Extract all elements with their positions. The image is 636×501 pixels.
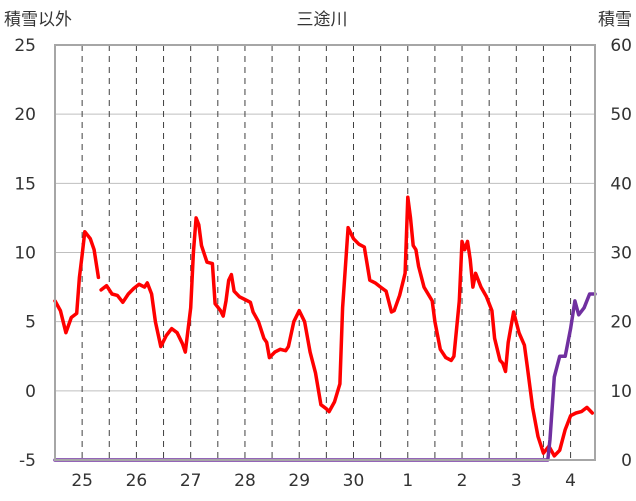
right-tick-label: 50 [610,105,632,125]
plot-lines [53,195,597,462]
x-tick-label: 29 [288,471,310,491]
left-tick-label: 5 [25,313,36,333]
left-tick-label: 25 [14,36,36,56]
series-line-snow [53,292,597,462]
x-tick-label: 2 [457,471,468,491]
right-tick-label: 0 [621,451,632,471]
series-line-temp [53,229,101,335]
x-tick-label: 26 [126,471,148,491]
right-tick-label: 60 [610,36,632,56]
x-tick-label: 4 [565,471,576,491]
x-tick-label: 1 [402,471,413,491]
series-line-temp [99,195,595,458]
left-tick-label: 0 [25,382,36,402]
right-tick-label: 10 [610,382,632,402]
left-tick-label: 15 [14,174,36,194]
x-tick-label: 28 [234,471,256,491]
left-tick-label: 20 [14,105,36,125]
x-tick-label: 27 [180,471,202,491]
right-tick-label: 30 [610,244,632,264]
gridlines [55,44,595,461]
x-tick-label: 30 [343,471,365,491]
plot-area-border [54,44,596,461]
right-tick-label: 20 [610,313,632,333]
right-axis-title: 積雪 [598,10,632,30]
x-tick-label: 25 [71,471,93,491]
left-axis-title: 積雪以外 [4,10,72,30]
chart-title: 三途川 [297,10,348,30]
left-tick-label: -5 [19,451,36,471]
right-tick-label: 40 [610,174,632,194]
left-tick-label: 10 [14,244,36,264]
x-tick-label: 3 [511,471,522,491]
